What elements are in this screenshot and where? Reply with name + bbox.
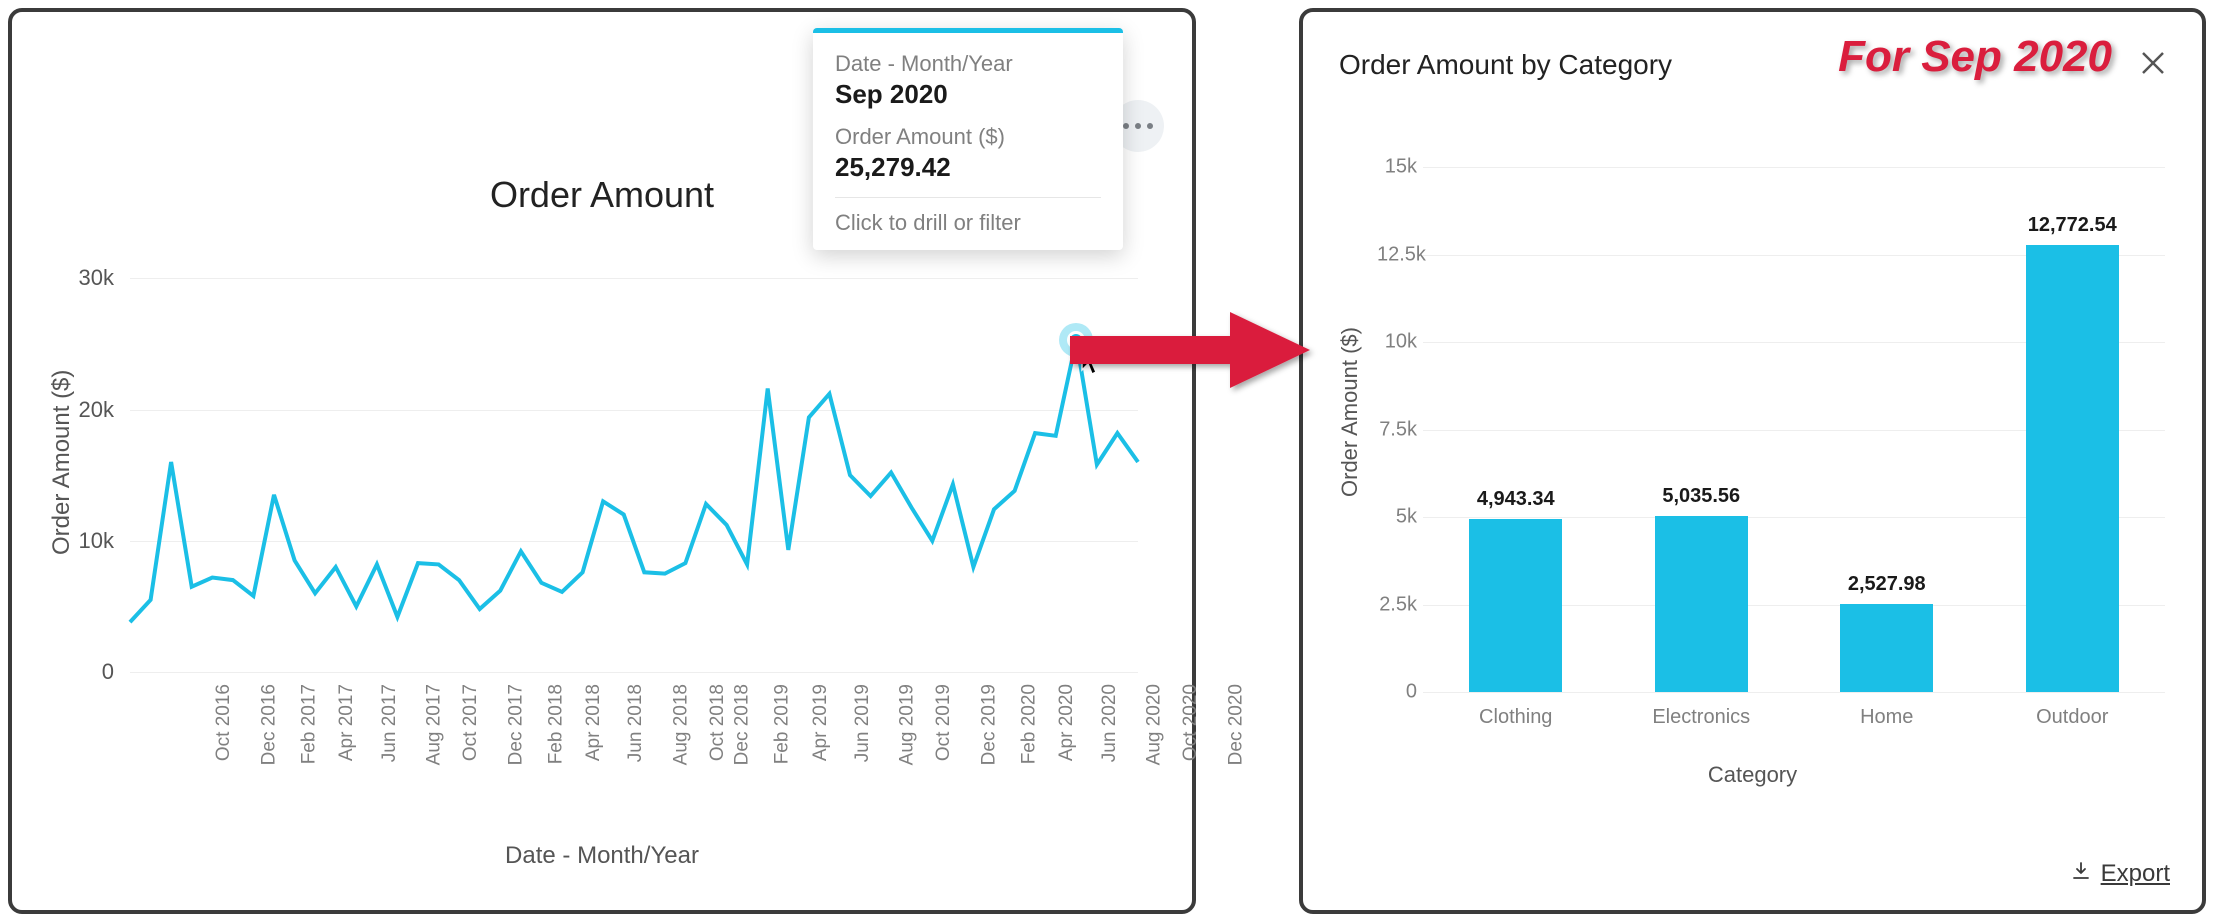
close-icon [2140,50,2166,76]
x-tick-label: Dec 2018 [732,684,754,765]
x-tick-label: Oct 2017 [460,684,482,761]
line-chart-plot[interactable] [130,252,1138,672]
x-tick-label: Apr 2020 [1057,684,1079,761]
x-tick-label: Apr 2018 [583,684,605,761]
x-tick-label: Oct 2019 [933,684,955,761]
y-tick-label: 7.5k [1377,418,1417,441]
tooltip-field2-value: 25,279.42 [835,152,1101,183]
line-chart-x-ticks: Oct 2016 Dec 2016 Feb 2017 Apr 2017 Jun 2017… [130,684,1138,824]
bar-value-label: 4,943.34 [1477,488,1555,511]
bar[interactable] [2026,245,2119,692]
y-tick-label: 2.5k [1377,593,1417,616]
bar-chart-y-axis-label: Order Amount ($) [1337,132,1377,692]
tooltip-field1-value: Sep 2020 [835,79,1101,110]
bar-value-label: 12,772.54 [2028,214,2117,237]
y-tick-label: 20k [79,397,114,423]
x-tick-label: Oct 2016 [213,684,235,761]
x-tick-label: Jun 2018 [626,684,648,762]
x-tick-label: Feb 2017 [299,684,321,764]
x-tick-label: Clothing [1479,706,1552,729]
y-tick-label: 5k [1377,506,1417,529]
x-tick-label: Jun 2017 [379,684,401,762]
dot-icon [1135,123,1141,129]
drill-annotation: For Sep 2020 [1838,32,2112,82]
bar-value-label: 2,527.98 [1848,573,1926,596]
x-tick-label: Feb 2019 [772,684,794,764]
export-label: Export [2101,860,2170,888]
x-tick-label: Aug 2019 [896,684,918,765]
x-tick-label: Aug 2018 [670,684,692,765]
x-tick-label: Apr 2017 [337,684,359,761]
line-chart-x-axis-label: Date - Month/Year [12,842,1192,870]
x-tick-label: Jun 2020 [1099,684,1121,762]
y-tick-label: 0 [1377,681,1417,704]
y-tick-label: 10k [1377,331,1417,354]
x-tick-label: Oct 2018 [707,684,729,761]
x-tick-label: Home [1860,706,1913,729]
tooltip-field2-label: Order Amount ($) [835,124,1101,150]
bar[interactable] [1655,516,1748,692]
y-tick-label: 0 [102,659,114,685]
bar[interactable] [1469,519,1562,692]
x-tick-label: Feb 2020 [1019,684,1041,764]
export-button[interactable]: Export [2071,860,2170,888]
x-tick-label: Oct 2020 [1180,684,1202,761]
x-tick-label: Dec 2019 [978,684,1000,765]
bar[interactable] [1840,604,1933,692]
drill-arrow-icon [1060,300,1320,400]
y-tick-label: 10k [79,528,114,554]
bar-chart-plot[interactable]: 4,943.34 5,035.56 2,527.98 12,772.54 [1423,132,2165,692]
line-chart-panel: Order Amount Order Amount ($) Oct 2016De… [8,8,1196,914]
bar-chart-title: Order Amount by Category [1339,49,1672,81]
x-tick-label: Outdoor [2036,706,2108,729]
tooltip-hint: Click to drill or filter [835,197,1101,236]
x-tick-label: Aug 2017 [423,684,445,765]
tooltip-field1-label: Date - Month/Year [835,51,1101,77]
y-tick-label: 30k [79,265,114,291]
x-tick-label: Dec 2020 [1225,684,1247,765]
dot-icon [1123,123,1129,129]
x-tick-label: Feb 2018 [545,684,567,764]
x-tick-label: Aug 2020 [1143,684,1165,765]
close-button[interactable] [2140,48,2166,82]
bar-chart-panel: Order Amount by Category For Sep 2020 Or… [1299,8,2206,914]
x-tick-label: Jun 2019 [852,684,874,762]
x-tick-label: Dec 2017 [505,684,527,765]
chart-tooltip[interactable]: Date - Month/Year Sep 2020 Order Amount … [813,28,1123,250]
bar-value-label: 5,035.56 [1662,485,1740,508]
x-tick-label: Electronics [1652,706,1750,729]
x-tick-label: Apr 2019 [810,684,832,761]
y-tick-label: 15k [1377,156,1417,179]
x-tick-label: Dec 2016 [258,684,280,765]
download-icon [2071,861,2091,887]
line-chart-y-axis-label: Order Amount ($) [48,252,88,672]
bar-chart-x-axis-label: Category [1303,762,2202,788]
dot-icon [1147,123,1153,129]
y-tick-label: 12.5k [1377,243,1417,266]
